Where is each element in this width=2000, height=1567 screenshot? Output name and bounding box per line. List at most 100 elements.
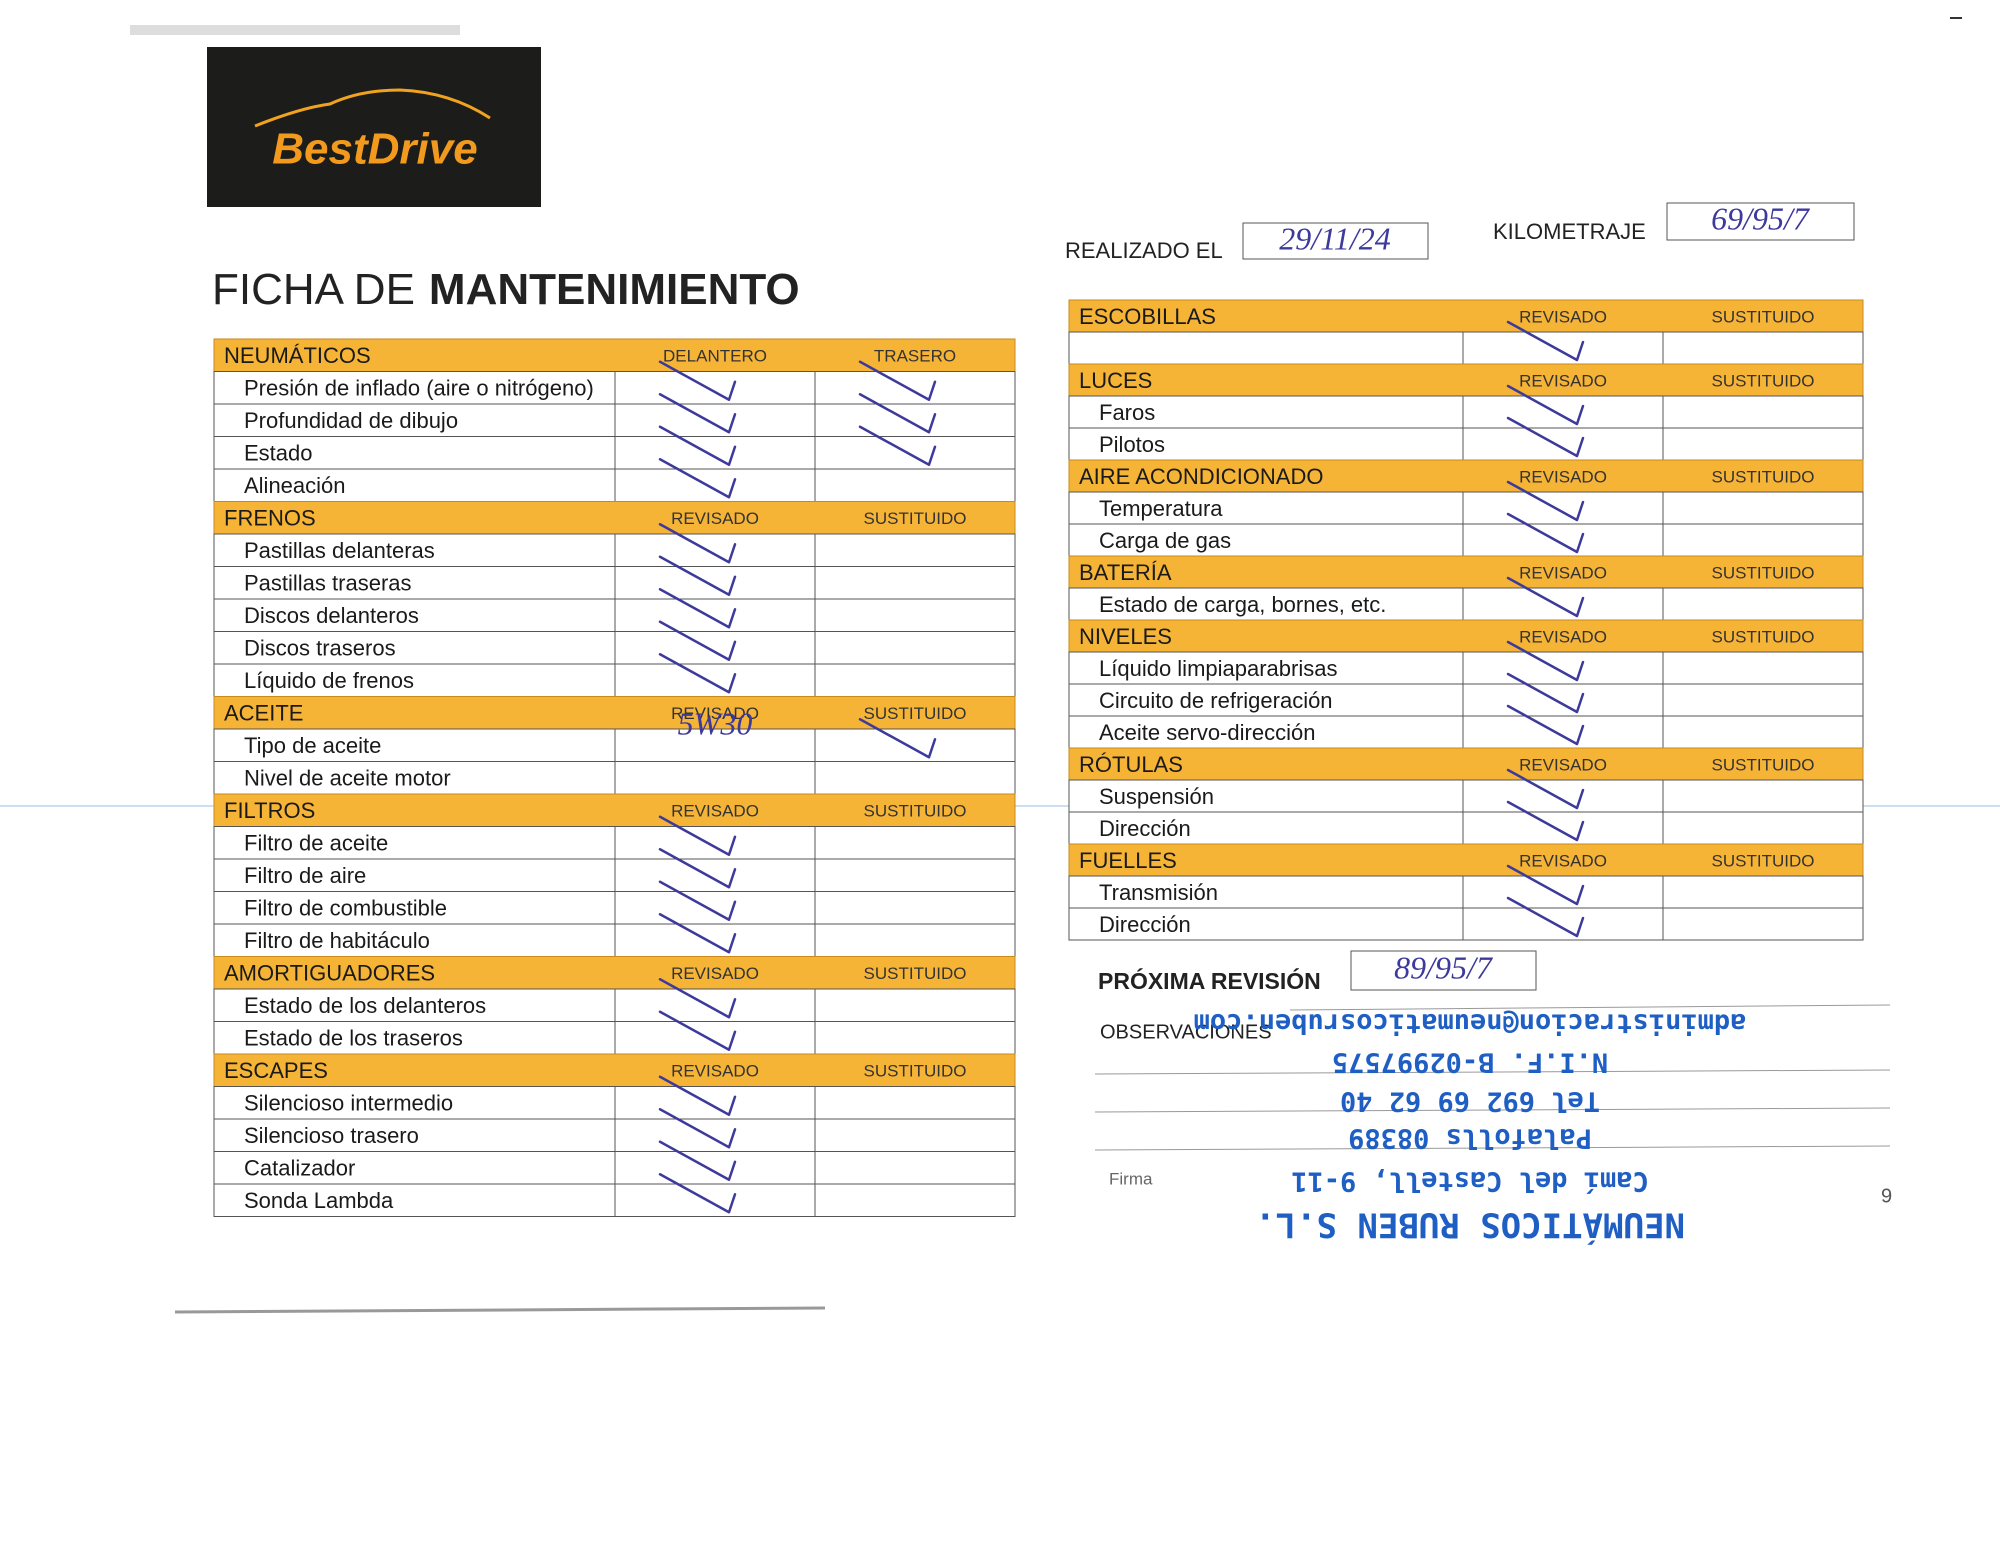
section-title: AMORTIGUADORES [224,961,435,986]
check-mark [658,815,737,856]
row-label: Temperatura [1099,496,1223,521]
row-label: Dirección [1099,912,1191,937]
check-mark [658,1173,737,1214]
check-mark [658,1075,737,1116]
row [1068,651,1864,685]
row-label: Aceite servo-dirección [1099,720,1315,745]
column-header: SUSTITUIDO [1712,307,1815,326]
check-mark [1506,480,1585,522]
row [1068,811,1864,845]
check-mark [858,425,937,466]
check-mark [1506,576,1585,618]
column-header: SUSTITUIDO [864,964,967,983]
section-header [1068,363,1864,397]
field-box [1242,222,1429,260]
section-title: RÓTULAS [1079,752,1183,777]
check-mark [658,978,737,1019]
row-label: Discos traseros [244,636,396,661]
row-label: Silencioso intermedio [244,1091,453,1116]
column-header: REVISADO [1519,755,1607,774]
section-title: NEUMÁTICOS [224,343,371,368]
row-label: Estado de carga, bornes, etc. [1099,592,1386,617]
row-label: Sonda Lambda [244,1188,394,1213]
section-title: AIRE ACONDICIONADO [1079,464,1323,489]
handwritten-value: 5W30 [678,705,753,741]
column-header: SUSTITUIDO [1712,371,1815,390]
section-title: ESCAPES [224,1058,328,1083]
section-title: FILTROS [224,798,315,823]
row [1068,683,1864,717]
row-label: Suspensión [1099,784,1214,809]
stamp-line: NEUMÁTICOS RUBEN S.L. [1255,1205,1685,1246]
rule [1094,1107,1891,1113]
section-title: FUELLES [1079,848,1177,873]
check-mark [658,360,737,401]
scan-edge [174,1306,826,1314]
check-mark [658,1108,737,1149]
check-mark [1506,864,1585,906]
column-header: SUSTITUIDO [864,509,967,528]
section-header [1068,747,1864,781]
section-title: BATERÍA [1079,560,1172,585]
row-label: Circuito de refrigeración [1099,688,1333,713]
check-mark [658,555,737,596]
row-label: Estado [244,441,313,466]
field-label: KILOMETRAJE [1493,219,1646,244]
section-header [213,338,1016,372]
column-header: SUSTITUIDO [1712,563,1815,582]
row [1068,715,1864,749]
row-label: Nivel de aceite motor [244,766,451,791]
column-header: REVISADO [671,704,759,723]
section-header [1068,459,1864,493]
check-mark [1506,640,1585,682]
check-mark [1506,704,1585,746]
row-label: Faros [1099,400,1155,425]
row-label: Tipo de aceite [244,733,381,758]
row-label: Estado de los traseros [244,1026,463,1051]
field-box [1350,950,1537,991]
check-mark [658,523,737,564]
check-mark [658,620,737,661]
check-mark [658,653,737,694]
section-header [1068,619,1864,653]
column-header: SUSTITUIDO [1712,467,1815,486]
row-label: Pilotos [1099,432,1165,457]
row-label: Profundidad de dibujo [244,408,458,433]
check-mark [658,848,737,889]
handwritten-next: 89/95/7 [1394,949,1494,985]
row-label: Catalizador [244,1156,355,1181]
check-mark [1506,512,1585,554]
check-mark [658,458,737,499]
check-mark [858,393,937,434]
field-box [1666,202,1855,241]
rule [1094,1145,1891,1151]
stamp: NEUMÁTICOS RUBEN S.L. Camí del Castell, 9… [1194,1008,1747,1246]
logo-text: BestDrive [272,125,477,174]
check-mark [1506,384,1585,426]
column-header: REVISADO [1519,851,1607,870]
check-mark [1506,320,1585,362]
section-header [1068,843,1864,877]
logo-box [207,47,541,207]
column-header: REVISADO [1519,627,1607,646]
column-header: SUSTITUIDO [1712,755,1815,774]
section-header [213,956,1016,990]
section-title: FRENOS [224,506,316,531]
check-mark [658,880,737,921]
check-mark [658,393,737,434]
row-label: Filtro de aire [244,863,366,888]
row-label: Carga de gas [1099,528,1231,553]
column-header: SUSTITUIDO [864,802,967,821]
column-header: REVISADO [671,1062,759,1081]
section-title: ACEITE [224,701,303,726]
row-label: Silencioso trasero [244,1123,419,1148]
column-header: REVISADO [671,802,759,821]
row-label: Pastillas delanteras [244,538,435,563]
row-label: Transmisión [1099,880,1218,905]
section-header [1068,555,1864,589]
column-header: REVISADO [1519,467,1607,486]
title-light: FICHA DE [212,265,415,314]
row [1068,587,1864,621]
row-label: Estado de los delanteros [244,993,486,1018]
